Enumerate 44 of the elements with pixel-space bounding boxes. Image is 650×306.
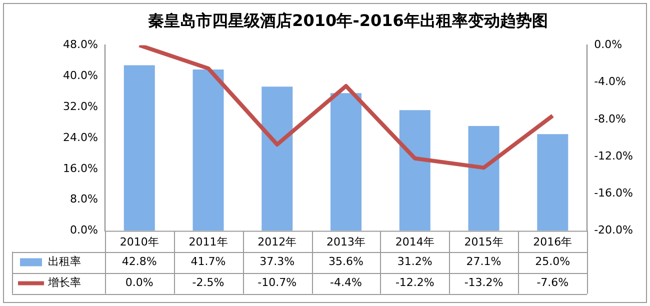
bar	[192, 70, 224, 231]
bar	[330, 93, 362, 231]
y2-tick-label: -16.0%	[594, 186, 634, 200]
data-label: 35.6%	[328, 255, 364, 268]
data-label: 42.8%	[122, 255, 157, 268]
data-label: 27.1%	[466, 255, 502, 268]
x-tick-label: 2010年	[120, 235, 159, 248]
y2-tick-label: -8.0%	[594, 112, 626, 126]
data-label: -2.5%	[192, 276, 224, 290]
x-tick-label: 2016年	[533, 235, 572, 248]
data-label: 41.7%	[190, 255, 226, 268]
bar	[468, 126, 500, 231]
data-label: -10.7%	[258, 276, 297, 290]
data-label: 0.0%	[125, 276, 154, 290]
data-label: -4.4%	[330, 276, 362, 290]
bar	[399, 110, 430, 231]
x-tick-label: 2015年	[464, 235, 504, 248]
y2-tick-label: -12.0%	[594, 149, 634, 162]
bar	[262, 86, 293, 231]
data-label: 31.2%	[397, 255, 432, 268]
y-tick-label: 32.0%	[62, 100, 98, 113]
data-label: 25.0%	[535, 255, 570, 268]
x-tick-label: 2012年	[258, 235, 297, 248]
legend-label: 出租率	[48, 255, 81, 268]
bar	[124, 65, 155, 231]
data-label: 37.3%	[260, 255, 295, 268]
y-tick-label: 40.0%	[62, 68, 98, 82]
y2-tick-label: -20.0%	[594, 224, 634, 237]
legend-label: 增长率	[47, 276, 81, 290]
y2-tick-label: 0.0%	[594, 38, 622, 52]
x-tick-label: 2014年	[395, 235, 434, 248]
y-tick-label: 16.0%	[62, 162, 98, 175]
data-label: -7.6%	[536, 276, 569, 290]
chart-title: 秦皇岛市四星级酒店2010年-2016年出租率变动趋势图	[148, 10, 548, 30]
y-tick-label: 8.0%	[70, 192, 98, 206]
x-tick-label: 2013年	[326, 235, 366, 248]
x-tick-label: 2011年	[188, 235, 228, 248]
data-label: -13.2%	[464, 276, 504, 290]
y-tick-label: 48.0%	[62, 38, 98, 52]
y-tick-label: 0.0%	[70, 224, 98, 237]
bar	[537, 134, 568, 231]
y-tick-label: 24.0%	[62, 130, 98, 144]
y2-tick-label: -4.0%	[594, 75, 626, 88]
data-label: -12.2%	[395, 276, 434, 290]
